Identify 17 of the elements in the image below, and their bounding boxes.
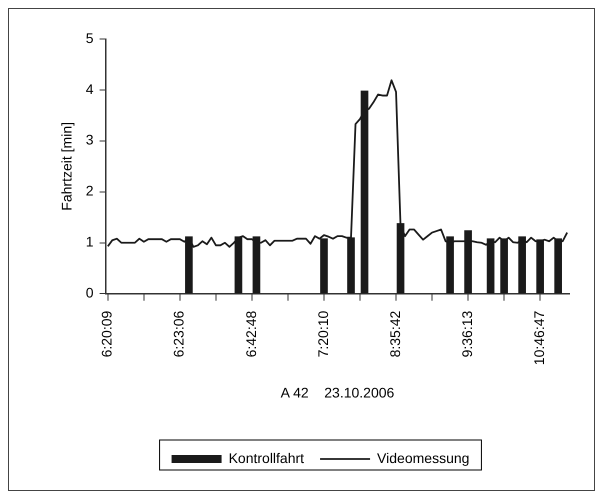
x-tick-label: 6:20:09 bbox=[98, 310, 115, 358]
x-axis-title: A 42 23.10.2006 bbox=[280, 384, 395, 400]
y-tick-label: 4 bbox=[86, 80, 94, 97]
legend-label: Kontrollfahrt bbox=[228, 450, 304, 466]
y-axis-title: Fahrtzeit [min] bbox=[58, 122, 74, 211]
x-tick-label: 7:20:10 bbox=[314, 310, 331, 358]
legend-label: Videomessung bbox=[377, 450, 470, 466]
x-tick-label: 6:42:48 bbox=[242, 310, 259, 358]
y-tick-label: 5 bbox=[86, 30, 94, 46]
x-tick-label: 9:36:13 bbox=[458, 310, 475, 358]
x-tick-label: 8:35:42 bbox=[386, 310, 403, 358]
y-tick-label: 3 bbox=[86, 132, 94, 148]
x-tick-label: 10:46:47 bbox=[531, 310, 547, 366]
x-tick-label: 6:23:06 bbox=[170, 310, 187, 358]
y-tick-label: 2 bbox=[86, 182, 94, 199]
y-tick-label: 0 bbox=[86, 284, 94, 301]
y-tick-label: 1 bbox=[86, 234, 94, 250]
